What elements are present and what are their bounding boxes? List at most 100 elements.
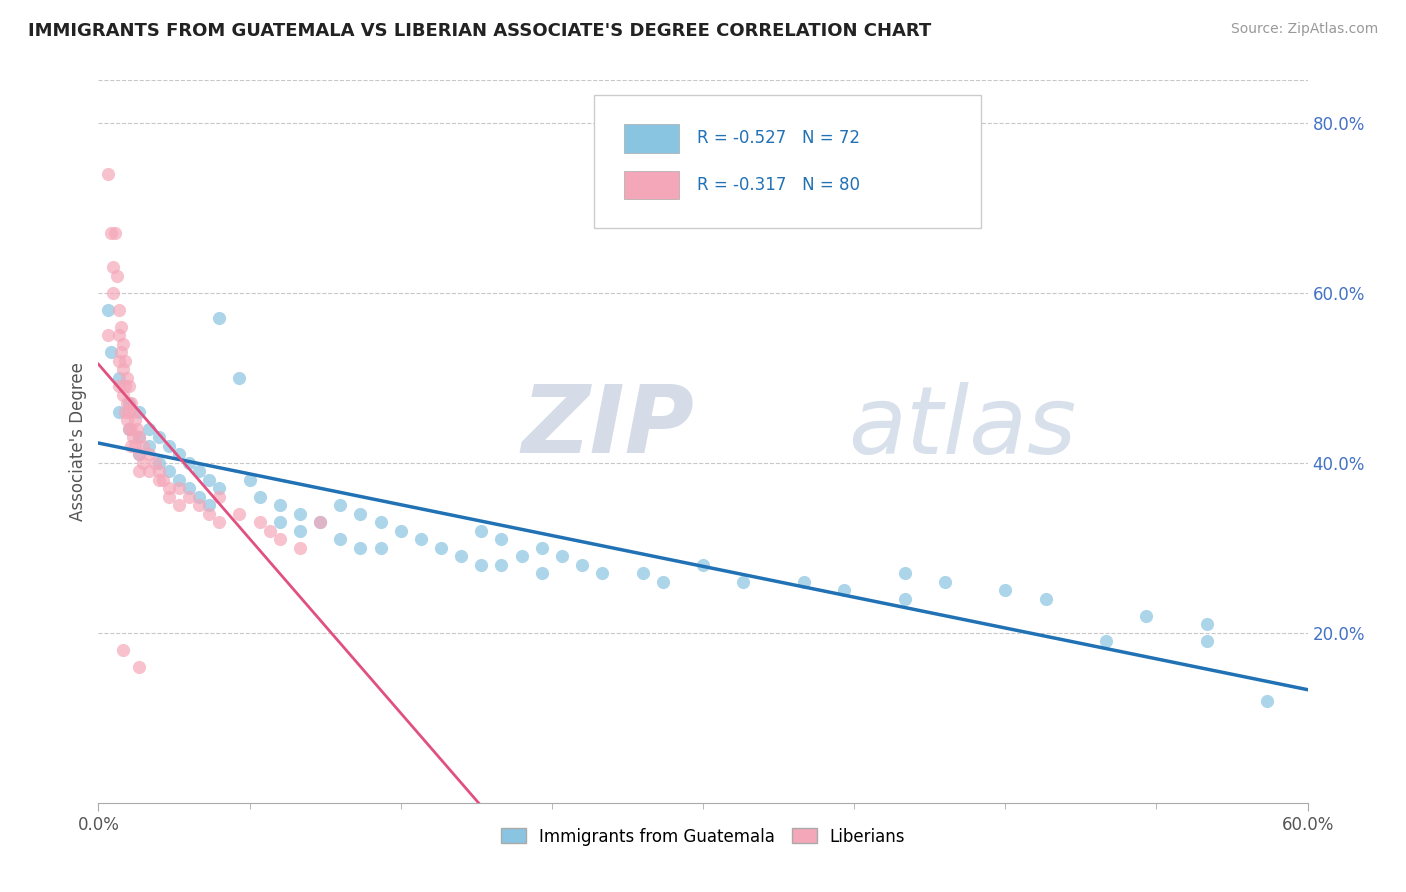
Point bbox=[132, 439, 155, 453]
Point bbox=[107, 371, 129, 385]
Point bbox=[120, 439, 142, 453]
Point bbox=[389, 524, 412, 538]
Point bbox=[111, 362, 134, 376]
Point bbox=[733, 574, 755, 589]
Text: atlas: atlas bbox=[848, 382, 1077, 473]
Point bbox=[167, 447, 190, 461]
Point bbox=[179, 490, 201, 504]
Point bbox=[249, 516, 271, 530]
Point bbox=[208, 516, 231, 530]
Point bbox=[530, 566, 553, 581]
Point bbox=[157, 481, 180, 495]
Point bbox=[994, 583, 1017, 598]
Point bbox=[157, 490, 180, 504]
Point bbox=[103, 227, 125, 241]
Text: R = -0.317   N = 80: R = -0.317 N = 80 bbox=[697, 176, 860, 194]
Point bbox=[128, 447, 150, 461]
Point bbox=[128, 405, 150, 419]
Point bbox=[100, 227, 122, 241]
Point bbox=[510, 549, 533, 564]
Point bbox=[491, 558, 513, 572]
Point bbox=[101, 260, 124, 275]
Point bbox=[551, 549, 574, 564]
Point bbox=[1195, 634, 1218, 648]
Point bbox=[188, 464, 211, 478]
Point bbox=[148, 473, 170, 487]
Point bbox=[120, 422, 142, 436]
Point bbox=[198, 498, 221, 512]
Point bbox=[118, 405, 141, 419]
Point bbox=[128, 430, 150, 444]
Point bbox=[249, 490, 271, 504]
Legend: Immigrants from Guatemala, Liberians: Immigrants from Guatemala, Liberians bbox=[494, 821, 912, 852]
Point bbox=[692, 558, 714, 572]
Y-axis label: Associate's Degree: Associate's Degree bbox=[69, 362, 87, 521]
Point bbox=[269, 533, 291, 547]
Point bbox=[208, 481, 231, 495]
Point bbox=[115, 396, 138, 410]
Point bbox=[107, 405, 129, 419]
Point bbox=[111, 336, 134, 351]
Point bbox=[269, 516, 291, 530]
Point bbox=[105, 268, 128, 283]
Point bbox=[470, 558, 492, 572]
Point bbox=[121, 430, 143, 444]
Point bbox=[349, 541, 371, 555]
Point bbox=[188, 490, 211, 504]
Point bbox=[97, 167, 120, 181]
Point bbox=[138, 447, 160, 461]
Point bbox=[1035, 591, 1057, 606]
Point bbox=[309, 516, 332, 530]
Point bbox=[107, 379, 129, 393]
Point bbox=[111, 642, 134, 657]
Point bbox=[110, 319, 132, 334]
Point bbox=[239, 473, 262, 487]
Point bbox=[288, 541, 311, 555]
Point bbox=[1135, 608, 1157, 623]
Point bbox=[125, 422, 148, 436]
Point bbox=[114, 379, 136, 393]
Point bbox=[530, 541, 553, 555]
Point bbox=[132, 456, 155, 470]
Point bbox=[188, 498, 211, 512]
Point bbox=[934, 574, 956, 589]
Point bbox=[370, 541, 392, 555]
Point bbox=[120, 396, 142, 410]
Point bbox=[97, 328, 120, 343]
FancyBboxPatch shape bbox=[624, 124, 679, 153]
Point bbox=[128, 430, 150, 444]
Point bbox=[118, 422, 141, 436]
Point bbox=[124, 413, 146, 427]
Point bbox=[118, 379, 141, 393]
Point bbox=[107, 302, 129, 317]
Point bbox=[143, 456, 166, 470]
Point bbox=[893, 566, 915, 581]
Point bbox=[793, 574, 815, 589]
Point bbox=[309, 516, 332, 530]
Point bbox=[591, 566, 613, 581]
Point bbox=[115, 413, 138, 427]
Point bbox=[101, 285, 124, 300]
Point bbox=[1095, 634, 1118, 648]
Point bbox=[288, 507, 311, 521]
Point bbox=[179, 456, 201, 470]
Point bbox=[148, 430, 170, 444]
Point bbox=[107, 328, 129, 343]
Point bbox=[118, 396, 141, 410]
Point bbox=[329, 498, 352, 512]
Point bbox=[651, 574, 673, 589]
Point bbox=[100, 345, 122, 359]
Point bbox=[288, 524, 311, 538]
Point bbox=[152, 473, 174, 487]
Text: IMMIGRANTS FROM GUATEMALA VS LIBERIAN ASSOCIATE'S DEGREE CORRELATION CHART: IMMIGRANTS FROM GUATEMALA VS LIBERIAN AS… bbox=[28, 22, 931, 40]
Point bbox=[228, 507, 250, 521]
Point bbox=[430, 541, 453, 555]
FancyBboxPatch shape bbox=[624, 170, 679, 200]
Point bbox=[167, 473, 190, 487]
Point bbox=[128, 660, 150, 674]
Point bbox=[121, 405, 143, 419]
Point bbox=[329, 533, 352, 547]
Point bbox=[370, 516, 392, 530]
Point bbox=[893, 591, 915, 606]
Point bbox=[167, 481, 190, 495]
